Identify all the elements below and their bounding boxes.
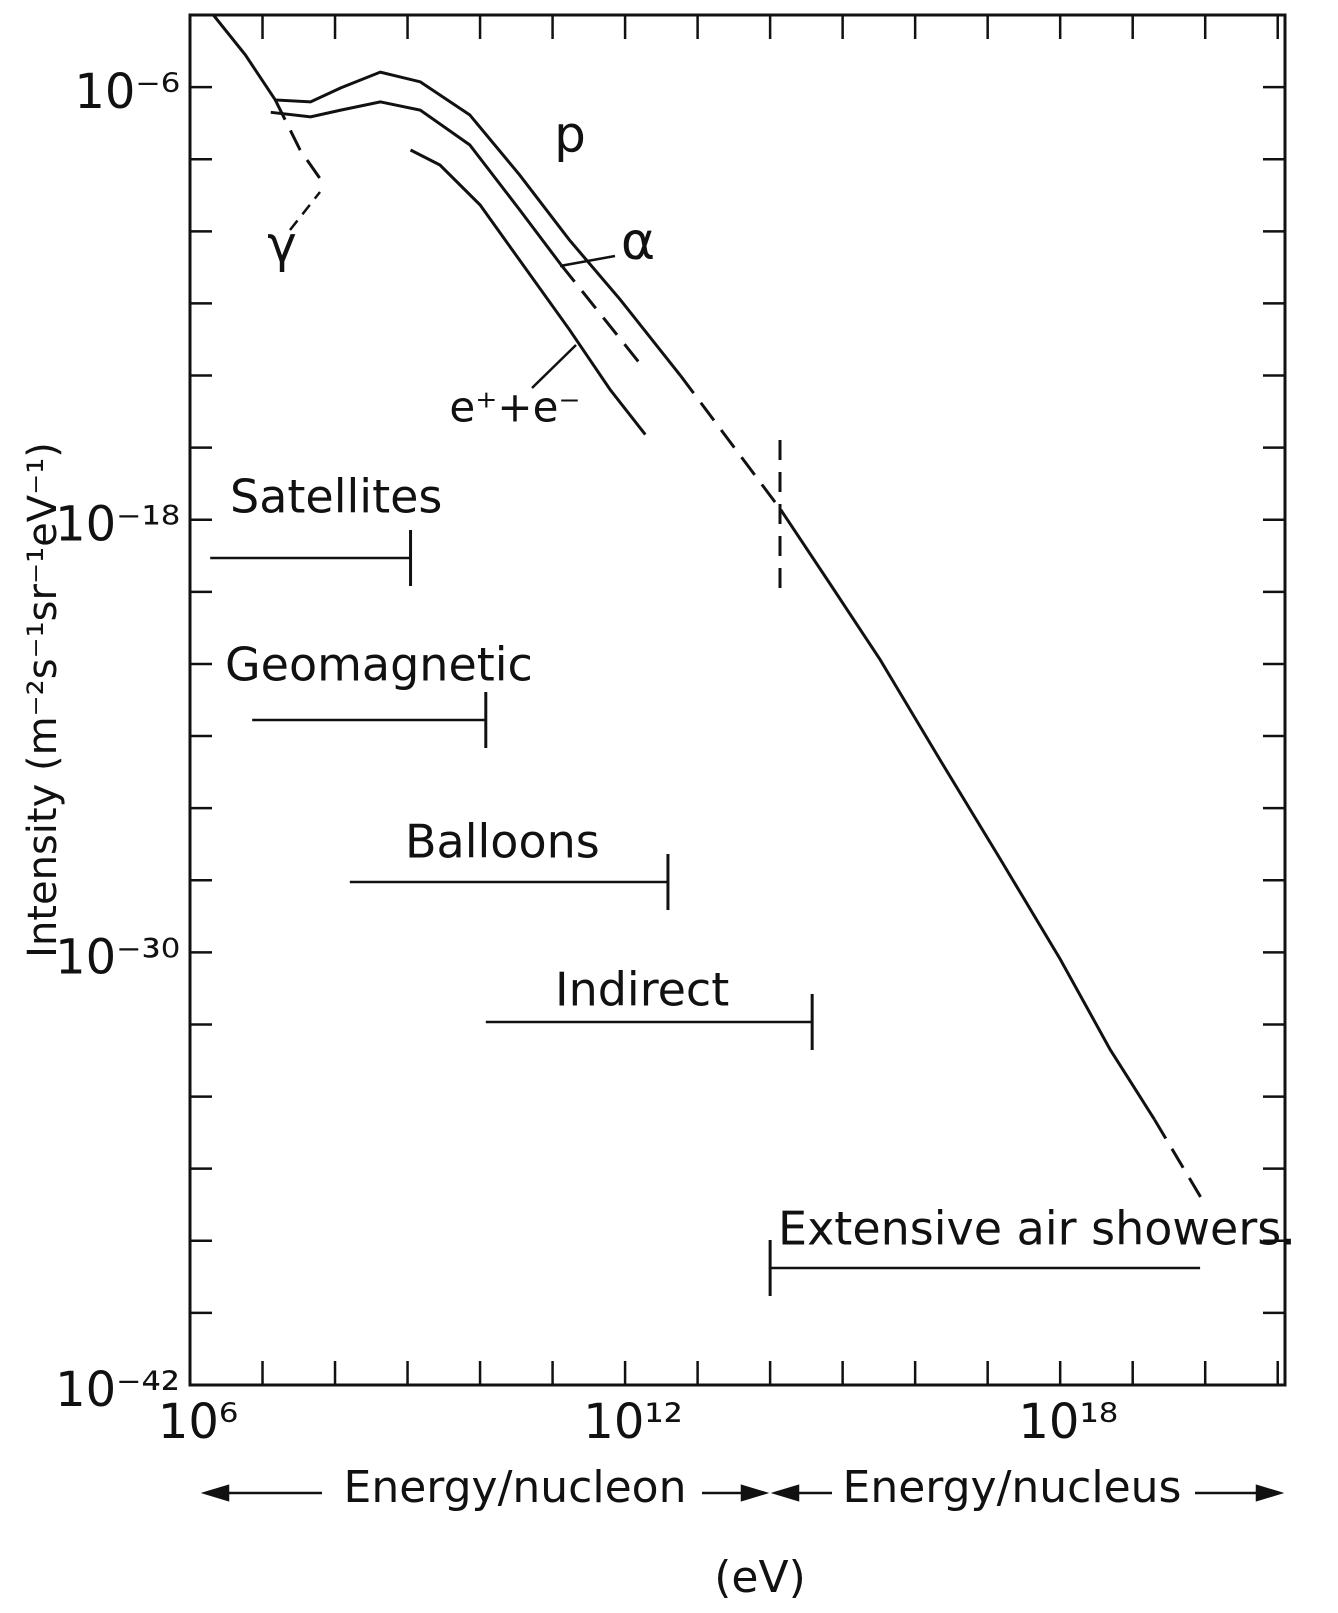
series-label: α bbox=[621, 212, 655, 272]
x-axis-label-right: Energy/nucleus bbox=[843, 1462, 1182, 1513]
y-tick-label: 10⁻¹⁸ bbox=[55, 497, 180, 553]
x-tick-label: 10⁶ bbox=[158, 1394, 238, 1450]
x-axis-unit: (eV) bbox=[714, 1552, 806, 1603]
range-label: Indirect bbox=[555, 963, 729, 1017]
series-label: γ bbox=[267, 216, 297, 274]
range-label: Geomagnetic bbox=[225, 638, 533, 692]
x-arrows bbox=[200, 1484, 1285, 1502]
series-line bbox=[1153, 1118, 1207, 1206]
plot-frame bbox=[188, 13, 1287, 1387]
series-line bbox=[409, 148, 647, 436]
series-line bbox=[779, 508, 1156, 1121]
series-line bbox=[212, 14, 682, 377]
series-line bbox=[270, 100, 563, 266]
series-label: e⁺+e⁻ bbox=[449, 383, 580, 432]
series-line bbox=[679, 374, 782, 511]
y-tick-label: 10⁻⁶ bbox=[74, 64, 180, 120]
leader-line bbox=[559, 254, 616, 268]
series-line bbox=[559, 263, 647, 372]
x-axis-label-left: Energy/nucleon bbox=[344, 1462, 687, 1513]
series-line bbox=[273, 99, 326, 187]
leader-line bbox=[289, 191, 321, 231]
x-tick-label: 10¹⁸ bbox=[1018, 1394, 1118, 1450]
range-label: Extensive air showers. bbox=[778, 1202, 1296, 1256]
y-tick-label: 10⁻³⁰ bbox=[55, 929, 180, 985]
range-label: Balloons bbox=[405, 815, 600, 869]
y-tick-label: 10⁻⁴² bbox=[55, 1362, 180, 1418]
y-axis-label: Intensity (m⁻²s⁻¹sr⁻¹eV⁻¹) bbox=[20, 442, 66, 958]
series-label: p bbox=[554, 106, 586, 164]
leader-line bbox=[531, 344, 577, 389]
range-label: Satellites bbox=[230, 470, 442, 524]
x-tick-label: 10¹² bbox=[583, 1394, 683, 1450]
